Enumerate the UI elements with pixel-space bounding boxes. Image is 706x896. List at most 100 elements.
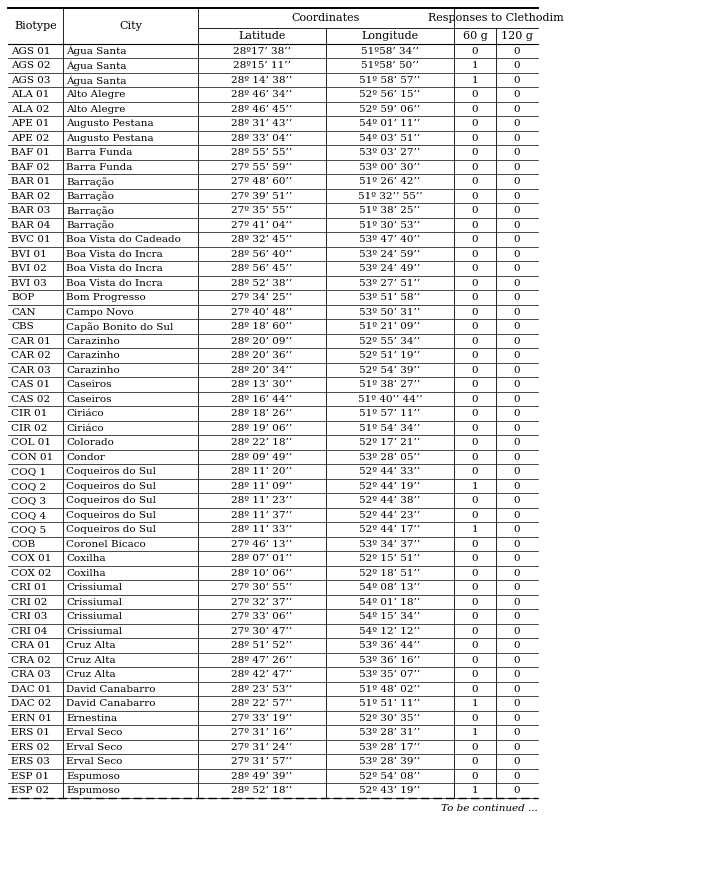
- Text: Ciriáco: Ciriáco: [66, 409, 104, 418]
- Text: 28º 18’ 26’’: 28º 18’ 26’’: [232, 409, 292, 418]
- Text: Boa Vista do Incra: Boa Vista do Incra: [66, 250, 163, 259]
- Text: BVC 01: BVC 01: [11, 236, 51, 245]
- Text: Erval Seco: Erval Seco: [66, 757, 122, 766]
- Text: Crissiumal: Crissiumal: [66, 626, 122, 636]
- Text: 53º 28’ 39’’: 53º 28’ 39’’: [359, 757, 421, 766]
- Text: 60 g: 60 g: [462, 31, 487, 41]
- Text: 27º 30’ 55’’: 27º 30’ 55’’: [232, 583, 292, 592]
- Text: 0: 0: [514, 496, 520, 505]
- Text: 0: 0: [472, 293, 478, 302]
- Text: 28º15’ 11’’: 28º15’ 11’’: [233, 61, 291, 70]
- Text: 51º 51’ 11’’: 51º 51’ 11’’: [359, 699, 421, 708]
- Text: Barração: Barração: [66, 192, 114, 201]
- Text: 0: 0: [514, 482, 520, 491]
- Text: 51º 58’ 57’’: 51º 58’ 57’’: [359, 76, 421, 85]
- Text: 0: 0: [514, 598, 520, 607]
- Text: 0: 0: [514, 656, 520, 665]
- Text: 27º 46’ 13’’: 27º 46’ 13’’: [232, 539, 292, 548]
- Text: CRI 03: CRI 03: [11, 612, 47, 621]
- Text: 53º 36’ 44’’: 53º 36’ 44’’: [359, 642, 421, 650]
- Text: 53º 51’ 58’’: 53º 51’ 58’’: [359, 293, 421, 302]
- Text: 0: 0: [514, 685, 520, 694]
- Text: CON 01: CON 01: [11, 452, 53, 461]
- Text: 53º 35’ 07’’: 53º 35’ 07’’: [359, 670, 421, 679]
- Text: 0: 0: [472, 583, 478, 592]
- Text: 28º 22’ 57’’: 28º 22’ 57’’: [232, 699, 292, 708]
- Text: 0: 0: [472, 626, 478, 636]
- Text: 0: 0: [514, 626, 520, 636]
- Text: 0: 0: [472, 264, 478, 273]
- Text: 120 g: 120 g: [501, 31, 533, 41]
- Text: 0: 0: [514, 757, 520, 766]
- Text: 28º 31’ 43’’: 28º 31’ 43’’: [232, 119, 292, 128]
- Text: 28º 13’ 30’’: 28º 13’ 30’’: [232, 380, 292, 389]
- Text: 53º 24’ 59’’: 53º 24’ 59’’: [359, 250, 421, 259]
- Text: 0: 0: [472, 366, 478, 375]
- Text: 51º 38’ 27’’: 51º 38’ 27’’: [359, 380, 421, 389]
- Text: Caseiros: Caseiros: [66, 395, 112, 404]
- Text: Capão Bonito do Sul: Capão Bonito do Sul: [66, 322, 174, 332]
- Text: CRA 01: CRA 01: [11, 642, 51, 650]
- Text: COQ 3: COQ 3: [11, 496, 46, 505]
- Text: 54º 15’ 34’’: 54º 15’ 34’’: [359, 612, 421, 621]
- Text: Coxilha: Coxilha: [66, 555, 106, 564]
- Text: 52º 44’ 38’’: 52º 44’ 38’’: [359, 496, 421, 505]
- Text: Latitude: Latitude: [239, 31, 286, 41]
- Text: ERS 01: ERS 01: [11, 728, 50, 737]
- Text: COL 01: COL 01: [11, 438, 51, 447]
- Text: BAR 02: BAR 02: [11, 192, 50, 201]
- Text: 51º 48’ 02’’: 51º 48’ 02’’: [359, 685, 421, 694]
- Text: ERS 03: ERS 03: [11, 757, 50, 766]
- Text: 53º 47’ 40’’: 53º 47’ 40’’: [359, 236, 421, 245]
- Text: 0: 0: [472, 438, 478, 447]
- Text: 27º 33’ 19’’: 27º 33’ 19’’: [232, 714, 292, 723]
- Text: Coqueiros do Sul: Coqueiros do Sul: [66, 482, 156, 491]
- Text: Ciriáco: Ciriáco: [66, 424, 104, 433]
- Text: 51º 30’ 53’’: 51º 30’ 53’’: [359, 220, 421, 229]
- Text: 0: 0: [472, 757, 478, 766]
- Text: Condor: Condor: [66, 452, 105, 461]
- Text: 0: 0: [472, 395, 478, 404]
- Text: 0: 0: [472, 685, 478, 694]
- Text: 0: 0: [472, 119, 478, 128]
- Text: 52º 44’ 19’’: 52º 44’ 19’’: [359, 482, 421, 491]
- Text: 0: 0: [514, 192, 520, 201]
- Text: 53º 03’ 27’’: 53º 03’ 27’’: [359, 148, 421, 158]
- Text: 52º 17’ 21’’: 52º 17’ 21’’: [359, 438, 421, 447]
- Text: 0: 0: [472, 134, 478, 142]
- Text: 28º 09’ 49’’: 28º 09’ 49’’: [232, 452, 292, 461]
- Text: 27º 31’ 16’’: 27º 31’ 16’’: [232, 728, 292, 737]
- Text: Coqueiros do Sul: Coqueiros do Sul: [66, 496, 156, 505]
- Text: 0: 0: [472, 452, 478, 461]
- Text: Cruz Alta: Cruz Alta: [66, 656, 116, 665]
- Text: BVI 03: BVI 03: [11, 279, 47, 288]
- Text: 28º17’ 38’’: 28º17’ 38’’: [233, 47, 291, 56]
- Text: Cruz Alta: Cruz Alta: [66, 642, 116, 650]
- Text: Coqueiros do Sul: Coqueiros do Sul: [66, 511, 156, 520]
- Text: Ernestina: Ernestina: [66, 714, 117, 723]
- Text: 28º 11’ 09’’: 28º 11’ 09’’: [232, 482, 292, 491]
- Text: 52º 15’ 51’’: 52º 15’ 51’’: [359, 555, 421, 564]
- Text: Augusto Pestana: Augusto Pestana: [66, 134, 154, 142]
- Text: Biotype: Biotype: [14, 21, 57, 31]
- Text: 52º 43’ 19’’: 52º 43’ 19’’: [359, 787, 421, 796]
- Text: CRA 02: CRA 02: [11, 656, 51, 665]
- Text: CRI 04: CRI 04: [11, 626, 47, 636]
- Text: 0: 0: [514, 236, 520, 245]
- Text: 28º 46’ 45’’: 28º 46’ 45’’: [232, 105, 292, 114]
- Text: 27º 48’ 60’’: 27º 48’ 60’’: [232, 177, 292, 186]
- Text: 0: 0: [514, 279, 520, 288]
- Text: 53º 34’ 37’’: 53º 34’ 37’’: [359, 539, 421, 548]
- Text: ERS 02: ERS 02: [11, 743, 50, 752]
- Text: 0: 0: [514, 220, 520, 229]
- Text: 54º 03’ 51’’: 54º 03’ 51’’: [359, 134, 421, 142]
- Text: David Canabarro: David Canabarro: [66, 699, 155, 708]
- Text: COX 02: COX 02: [11, 569, 52, 578]
- Text: Água Santa: Água Santa: [66, 61, 126, 71]
- Text: Barração: Barração: [66, 206, 114, 216]
- Text: 28º 51’ 52’’: 28º 51’ 52’’: [232, 642, 292, 650]
- Text: 0: 0: [472, 555, 478, 564]
- Text: CAN: CAN: [11, 307, 35, 317]
- Text: 0: 0: [472, 351, 478, 360]
- Text: City: City: [119, 21, 142, 31]
